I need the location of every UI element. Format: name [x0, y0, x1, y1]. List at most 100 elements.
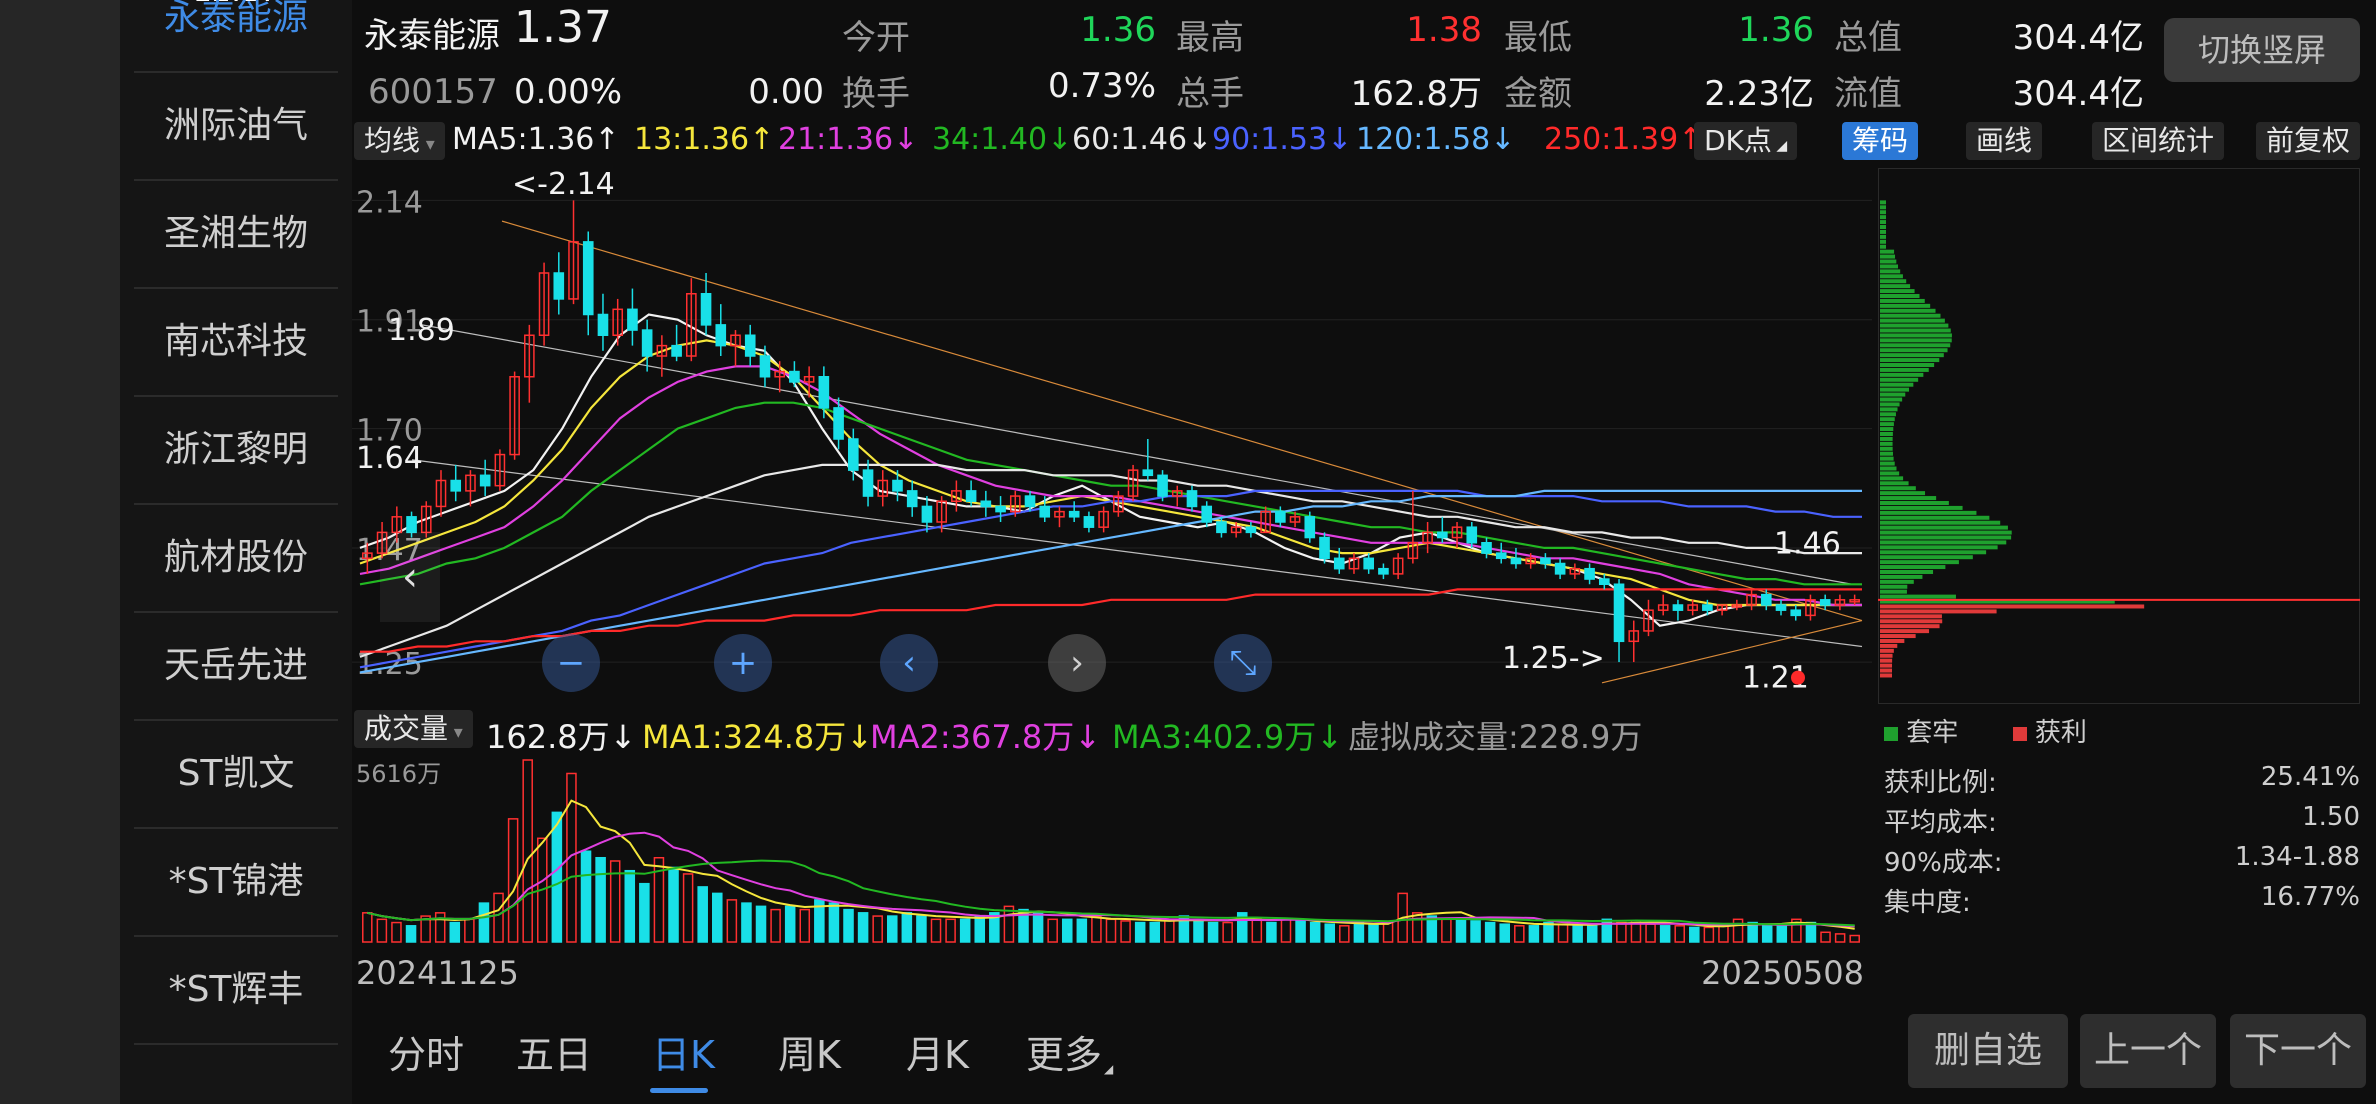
device-bezel [0, 0, 120, 1104]
volume-chart[interactable]: 5616万 [352, 754, 1872, 948]
chip-bar [1880, 565, 1946, 570]
draw-line-button[interactable]: 画线 [1966, 122, 2043, 160]
volume-bar [1251, 918, 1263, 943]
range-stats-button[interactable]: 区间统计 [2092, 122, 2225, 160]
y-axis-label: 1.91 [356, 305, 423, 340]
chip-bar [1880, 387, 1910, 392]
stat-value: 25.41% [2260, 762, 2360, 792]
ma-value: MA5:1.36↑ [452, 122, 620, 157]
tab-period[interactable]: 月K [906, 1033, 969, 1077]
remove-watchlist-button[interactable]: 删自选 [1908, 1014, 2068, 1088]
zoom-in-icon[interactable]: + [714, 634, 772, 692]
candle-body [1451, 526, 1463, 539]
chip-toggle-button[interactable]: 筹码 [1842, 122, 1919, 160]
chip-bar [1880, 451, 1893, 456]
candle-body [509, 376, 520, 456]
candle-body [1422, 531, 1433, 544]
tab-period[interactable]: 日K [652, 1033, 715, 1077]
volume-ma3: MA3:402.9万↓ [1112, 718, 1344, 756]
chip-bar [1880, 589, 1907, 594]
trapped-swatch [1884, 727, 1898, 741]
candle-body [1628, 630, 1640, 643]
chip-bar [1880, 574, 1923, 579]
watchlist-item[interactable]: 航材股份 [134, 504, 338, 613]
volume-bar [609, 860, 621, 943]
chip-bar [1880, 560, 1959, 565]
stat-label: 90%成本: [1884, 848, 2003, 878]
volume-bar [1514, 925, 1525, 943]
watchlist-item[interactable]: 天岳先进 [134, 612, 338, 721]
candle-body [1584, 567, 1595, 580]
collapse-icon[interactable]: ⤡ [1214, 634, 1272, 692]
volume-selector[interactable]: 成交量 ▾ [354, 710, 473, 748]
candle-body [1687, 604, 1698, 611]
mktcap-value: 304.4亿 [2012, 18, 2144, 58]
chip-bar [1880, 397, 1903, 402]
chip-bar [1880, 466, 1897, 471]
pan-right-icon[interactable]: › [1048, 634, 1106, 692]
tab-period[interactable]: 分时 [388, 1033, 465, 1077]
stat-label: 获利比例: [1884, 768, 1997, 798]
chip-bar [1880, 382, 1914, 387]
candle-body [1098, 510, 1109, 528]
candle-body [1392, 557, 1404, 575]
candle-body [1304, 516, 1316, 539]
zoom-out-icon[interactable]: − [542, 634, 600, 692]
candle-body [1024, 495, 1036, 508]
chip-bar [1880, 279, 1907, 284]
volume-bar [916, 915, 927, 943]
volume-bar [668, 866, 679, 943]
pan-left-icon[interactable]: ‹ [880, 634, 938, 692]
chip-bar [1880, 505, 1963, 510]
volume-bar [1426, 915, 1438, 943]
tab-period[interactable]: 五日 [516, 1033, 593, 1077]
adjust-button[interactable]: 前复权 [2256, 122, 2361, 160]
indicator-selector[interactable]: 均线 ▾ [354, 122, 445, 160]
candle-body [730, 334, 741, 347]
kline-chart[interactable]: 2.141.911.701.471.25<-2.141.891.641.25->… [352, 168, 1872, 708]
watchlist-item[interactable]: 洲际油气 [134, 72, 338, 181]
candle-body [1657, 604, 1669, 611]
corner-triangle-icon: ◢ [1104, 1062, 1114, 1076]
stat-row: 集中度: 16.77% [1884, 882, 2360, 919]
watchlist-item[interactable]: *ST辉丰 [134, 936, 338, 1045]
prev-stock-button[interactable]: 上一个 [2080, 1014, 2216, 1088]
watchlist-item[interactable]: 浙江黎明 [134, 396, 338, 505]
volume-bar [1674, 925, 1685, 943]
watchlist-item[interactable]: 南芯科技 [134, 288, 338, 397]
dk-button[interactable]: DK点 ◢ [1694, 122, 1798, 160]
next-stock-button[interactable]: 下一个 [2230, 1014, 2366, 1088]
ma-value: 60:1.46↓ [1072, 122, 1213, 157]
chip-bar [1880, 441, 1893, 446]
candle-body [1731, 604, 1743, 608]
ma-value: 120:1.58↓ [1356, 122, 1516, 157]
candle-body [435, 479, 447, 508]
watchlist-item[interactable]: *ST锦港 [134, 828, 338, 937]
switch-portrait-button[interactable]: 切换竖屏 [2164, 18, 2360, 82]
tab-period[interactable]: 更多 [1026, 1033, 1103, 1077]
volume-bar [1134, 921, 1146, 943]
watchlist-item[interactable]: ST凯文 [134, 720, 338, 829]
candle-body [833, 407, 844, 440]
chip-bar [1880, 348, 1948, 353]
candle-body [1009, 495, 1021, 513]
ma-line [359, 339, 1862, 607]
low-label: 最低 [1504, 18, 1572, 58]
tab-period[interactable]: 周K [778, 1033, 841, 1077]
watchlist-item[interactable]: 圣湘生物 [134, 180, 338, 289]
chip-bar [1880, 624, 1940, 629]
chip-bar [1880, 353, 1944, 358]
stat-row: 获利比例: 25.41% [1884, 762, 2360, 799]
volume-bar [901, 912, 913, 943]
annotation-left-mid: 1.64 [356, 441, 423, 476]
watchlist-item[interactable]: 永泰能源 [134, 0, 338, 73]
chip-bar [1880, 313, 1941, 318]
candle-body [1142, 469, 1154, 477]
chip-bar [1880, 643, 1898, 648]
chevron-left-icon[interactable]: ‹ [380, 532, 440, 622]
volume-bar [1601, 918, 1613, 943]
ma-value: 13:1.36↑ [634, 122, 775, 157]
volume-bar [726, 899, 738, 943]
chip-bar [1880, 234, 1886, 239]
volume-bar [828, 902, 840, 943]
